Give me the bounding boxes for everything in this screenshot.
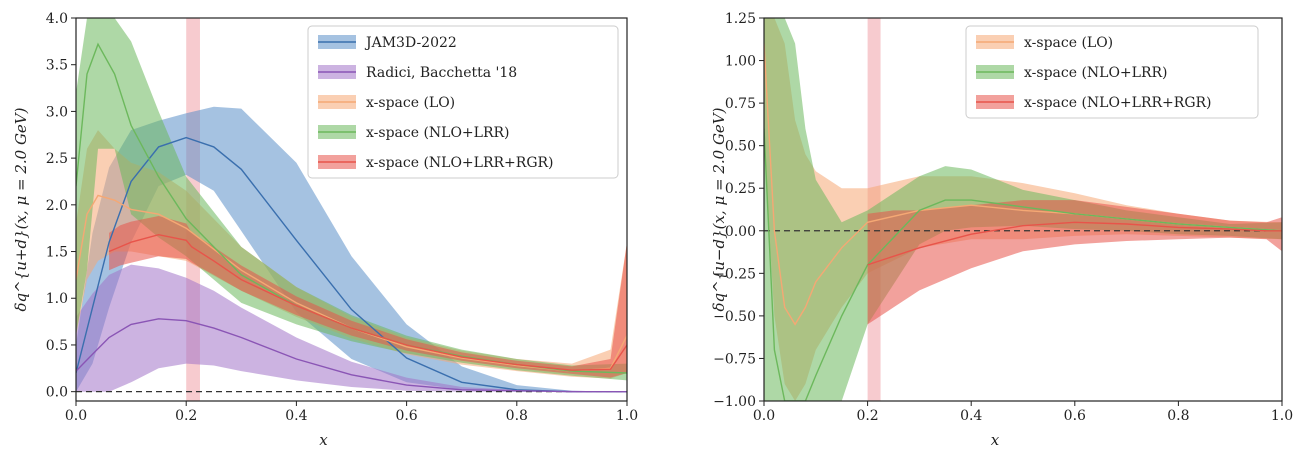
plot-area xyxy=(76,18,627,401)
series-line-1 xyxy=(76,318,627,393)
y-tick-label: −1.00 xyxy=(713,394,756,410)
y-tick-label: −0.75 xyxy=(713,351,756,367)
y-tick-label: 0.0 xyxy=(46,385,68,401)
legend-label: x-space (LO) xyxy=(1024,35,1113,51)
x-tick-label: 0.2 xyxy=(175,408,197,424)
series-band-0 xyxy=(76,106,627,392)
x-tick-label: 0.2 xyxy=(856,408,878,424)
legend-label: x-space (NLO+LRR) xyxy=(1024,65,1168,81)
y-tick-label: 1.5 xyxy=(46,245,68,261)
x-tick-label: 1.0 xyxy=(616,408,638,424)
series-band-2 xyxy=(867,200,1282,325)
series-line-0 xyxy=(76,136,627,393)
x-tick-label: 0.6 xyxy=(1064,408,1086,424)
x-tick-label: 0.4 xyxy=(285,408,307,424)
y-tick-label: 2.5 xyxy=(46,151,68,167)
y-tick-label: 3.5 xyxy=(46,58,68,74)
series-band-3 xyxy=(76,18,627,381)
legend-label: x-space (NLO+LRR+RGR) xyxy=(1024,95,1212,111)
x-tick-label: 1.0 xyxy=(1271,408,1293,424)
y-tick-label: 0.5 xyxy=(46,338,68,354)
legend: JAM3D-2022 Radici, Bacchetta '18 x-space (… xyxy=(307,25,619,179)
y-tick-label: −0.50 xyxy=(713,309,756,325)
x-axis-label: x xyxy=(991,431,1000,449)
x-tick-label: 0.8 xyxy=(506,408,528,424)
series-band-4 xyxy=(109,216,627,378)
legend-label: x-space (NLO+LRR+RGR) xyxy=(366,155,554,171)
y-axis-label: δq^{u+d}(x, μ = 2.0 GeV) xyxy=(12,107,30,311)
series-line-2 xyxy=(867,221,1282,266)
axes-frame xyxy=(75,17,628,402)
legend-label: x-space (LO) xyxy=(366,95,455,111)
y-tick-label: 0.25 xyxy=(725,181,756,197)
x-tick-label: 0.6 xyxy=(395,408,417,424)
x-axis-label: x xyxy=(319,431,328,449)
legend-label: x-space (NLO+LRR) xyxy=(366,125,510,141)
x-tick-label: 0.0 xyxy=(753,408,775,424)
y-tick-label: −0.25 xyxy=(713,266,756,282)
y-tick-label: 3.0 xyxy=(46,104,68,120)
legend-box xyxy=(307,25,619,179)
y-tick-label: 0.00 xyxy=(725,224,756,240)
y-tick-label: 1.00 xyxy=(725,54,756,70)
y-tick-label: 1.0 xyxy=(46,291,68,307)
right-panel: 0.0 0.2 0.4 0.6 0.8 1.0 −1.00 −0.75 −0.50 −0.25 0.… xyxy=(710,11,1293,449)
legend: x-space (LO) x-space (NLO+LRR) x-space (NL… xyxy=(965,25,1259,119)
plot-area xyxy=(764,18,1282,401)
y-tick-label: 0.75 xyxy=(725,96,756,112)
y-tick-label: 1.25 xyxy=(725,11,756,27)
axes-frame xyxy=(763,17,1283,402)
series-band-1 xyxy=(76,264,627,392)
y-tick-label: 4.0 xyxy=(46,11,68,27)
x-tick-label: 0.4 xyxy=(960,408,982,424)
y-axis-label: δq^{u−d}(x, μ = 2.0 GeV) xyxy=(710,107,728,311)
y-tick-label: 2.0 xyxy=(46,198,68,214)
legend-label: JAM3D-2022 xyxy=(364,35,457,51)
series-line-4 xyxy=(108,233,627,371)
x-tick-label: 0.0 xyxy=(65,408,87,424)
series-line-1 xyxy=(764,128,1282,401)
legend-box xyxy=(965,25,1259,119)
x-tick-label: 0.8 xyxy=(1167,408,1189,424)
legend-label: Radici, Bacchetta '18 xyxy=(366,65,517,81)
y-tick-label: 0.50 xyxy=(725,139,756,155)
left-panel: 0.0 0.2 0.4 0.6 0.8 1.0 0.0 0.5 1.0 1.5 2.0 2.5 3.0 3… xyxy=(12,11,638,449)
